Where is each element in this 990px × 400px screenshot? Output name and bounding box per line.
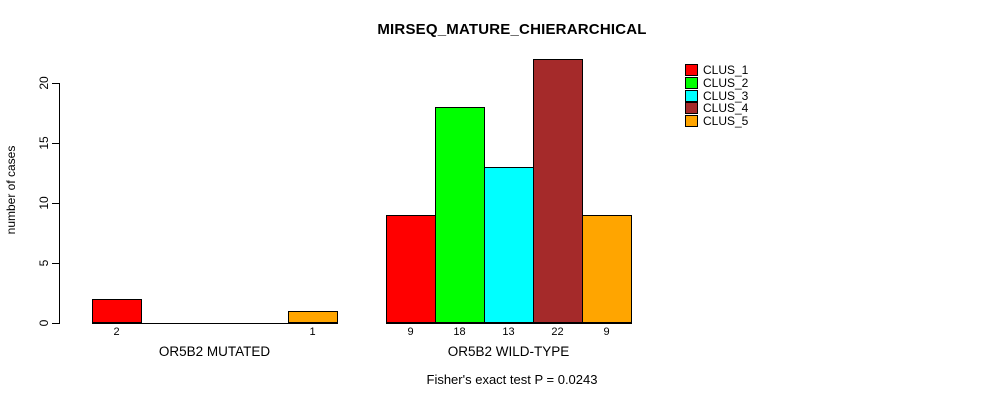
- bar-value-label: 2: [113, 326, 120, 338]
- y-tick: [52, 83, 59, 84]
- bar-value-label: 9: [407, 326, 414, 338]
- bar-clus_5: [288, 311, 338, 323]
- bar-value-label: 18: [453, 326, 466, 338]
- y-tick-label: 20: [37, 76, 51, 90]
- x-group-label: OR5B2 WILD-TYPE: [447, 344, 570, 359]
- legend-label: CLUS_3: [703, 88, 749, 103]
- legend-swatch: [685, 89, 698, 102]
- group-baseline: [386, 323, 632, 324]
- y-tick-label: 15: [37, 136, 51, 150]
- legend-swatch: [685, 64, 698, 77]
- bar-value-label: 13: [502, 326, 515, 338]
- bar-value-label: 9: [603, 326, 610, 338]
- y-tick: [52, 323, 59, 324]
- legend: CLUS_1 CLUS_2 CLUS_3 CLUS_4 CLUS_5: [685, 64, 748, 128]
- legend-swatch: [685, 102, 698, 115]
- fisher-test-note: Fisher's exact test P = 0.0243: [426, 372, 598, 387]
- legend-row: CLUS_5: [685, 115, 748, 128]
- bar-value-label: 22: [551, 326, 564, 338]
- y-tick: [52, 143, 59, 144]
- bar-clus_2: [435, 107, 485, 323]
- legend-label: CLUS_4: [703, 101, 749, 116]
- legend-row: CLUS_3: [685, 89, 748, 102]
- y-tick: [52, 203, 59, 204]
- y-tick-label: 5: [37, 259, 51, 267]
- bar-value-label: 1: [309, 326, 316, 338]
- legend-row: CLUS_4: [685, 102, 748, 115]
- legend-swatch: [685, 115, 698, 128]
- legend-label: CLUS_2: [703, 76, 749, 91]
- legend-row: CLUS_2: [685, 77, 748, 90]
- y-axis-line: [59, 83, 60, 324]
- bar-clus_4: [533, 59, 583, 323]
- y-tick-label: 10: [37, 196, 51, 210]
- bar-clus_3: [484, 167, 534, 323]
- group-baseline: [92, 323, 338, 324]
- legend-label: CLUS_1: [703, 63, 749, 78]
- x-group-label: OR5B2 MUTATED: [158, 344, 271, 359]
- y-axis-label: number of cases: [4, 145, 18, 235]
- legend-swatch: [685, 77, 698, 90]
- chart-title: MIRSEQ_MATURE_CHIERARCHICAL: [377, 21, 647, 38]
- bar-clus_1: [92, 299, 142, 323]
- bar-clus_1: [386, 215, 436, 323]
- legend-label: CLUS_5: [703, 114, 749, 129]
- bar-clus_5: [582, 215, 632, 323]
- legend-row: CLUS_1: [685, 64, 748, 77]
- y-tick-label: 0: [37, 319, 51, 327]
- y-tick: [52, 263, 59, 264]
